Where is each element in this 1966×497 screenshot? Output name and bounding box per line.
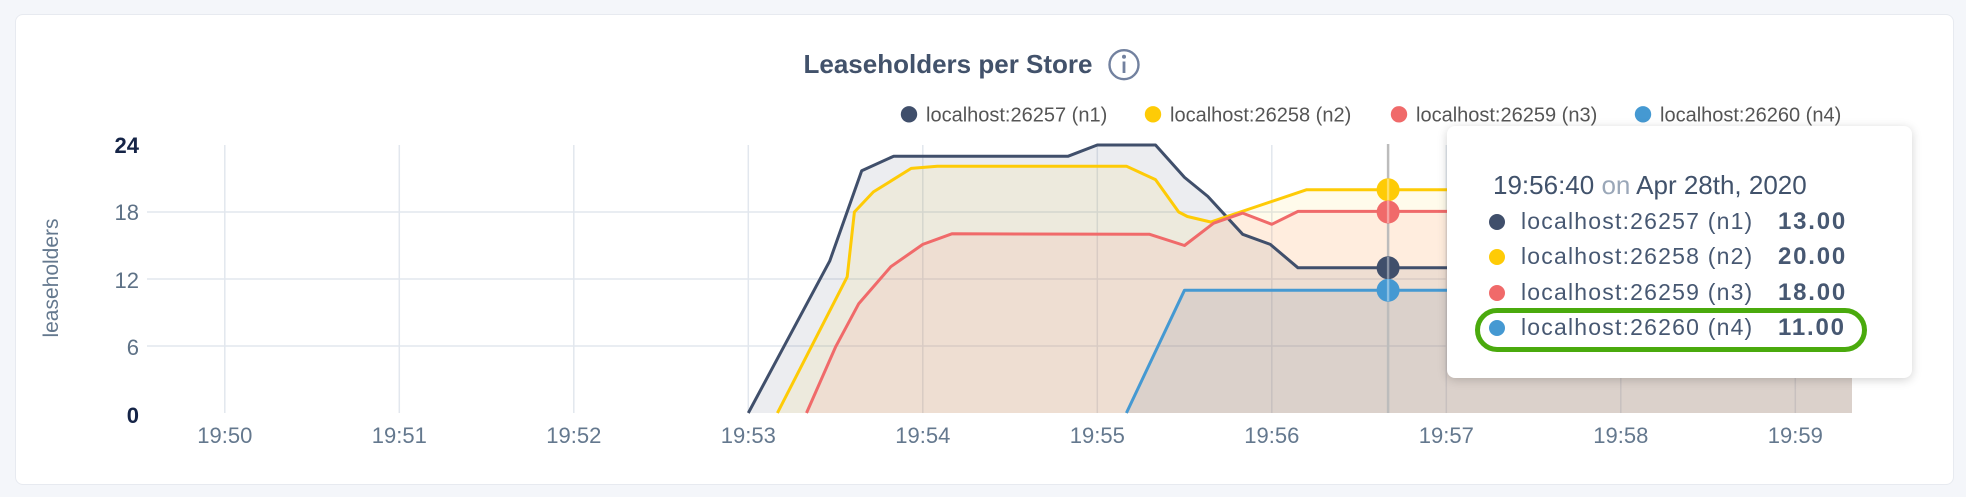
- svg-text:leaseholders: leaseholders: [40, 218, 63, 337]
- svg-text:0: 0: [127, 403, 139, 428]
- svg-text:localhost:26260 (n4): localhost:26260 (n4): [1660, 105, 1841, 127]
- svg-text:24: 24: [115, 133, 140, 158]
- svg-text:localhost:26259 (n3): localhost:26259 (n3): [1416, 105, 1597, 127]
- svg-text:19:55: 19:55: [1070, 423, 1125, 448]
- svg-text:19:52: 19:52: [546, 423, 601, 448]
- svg-text:18: 18: [115, 200, 139, 225]
- svg-text:19:54: 19:54: [895, 423, 950, 448]
- svg-text:19:57: 19:57: [1419, 423, 1474, 448]
- svg-text:19:59: 19:59: [1768, 423, 1823, 448]
- svg-text:Leaseholders per Store: Leaseholders per Store: [804, 49, 1093, 79]
- svg-text:12: 12: [115, 268, 139, 293]
- svg-text:6: 6: [127, 335, 139, 360]
- svg-text:localhost:26258 (n2): localhost:26258 (n2): [1170, 105, 1351, 127]
- svg-text:19:53: 19:53: [721, 423, 776, 448]
- svg-text:19:58: 19:58: [1593, 423, 1648, 448]
- svg-text:19:56: 19:56: [1244, 423, 1299, 448]
- svg-text:19:51: 19:51: [372, 423, 427, 448]
- svg-text:localhost:26257 (n1): localhost:26257 (n1): [926, 105, 1107, 127]
- svg-text:19:50: 19:50: [197, 423, 252, 448]
